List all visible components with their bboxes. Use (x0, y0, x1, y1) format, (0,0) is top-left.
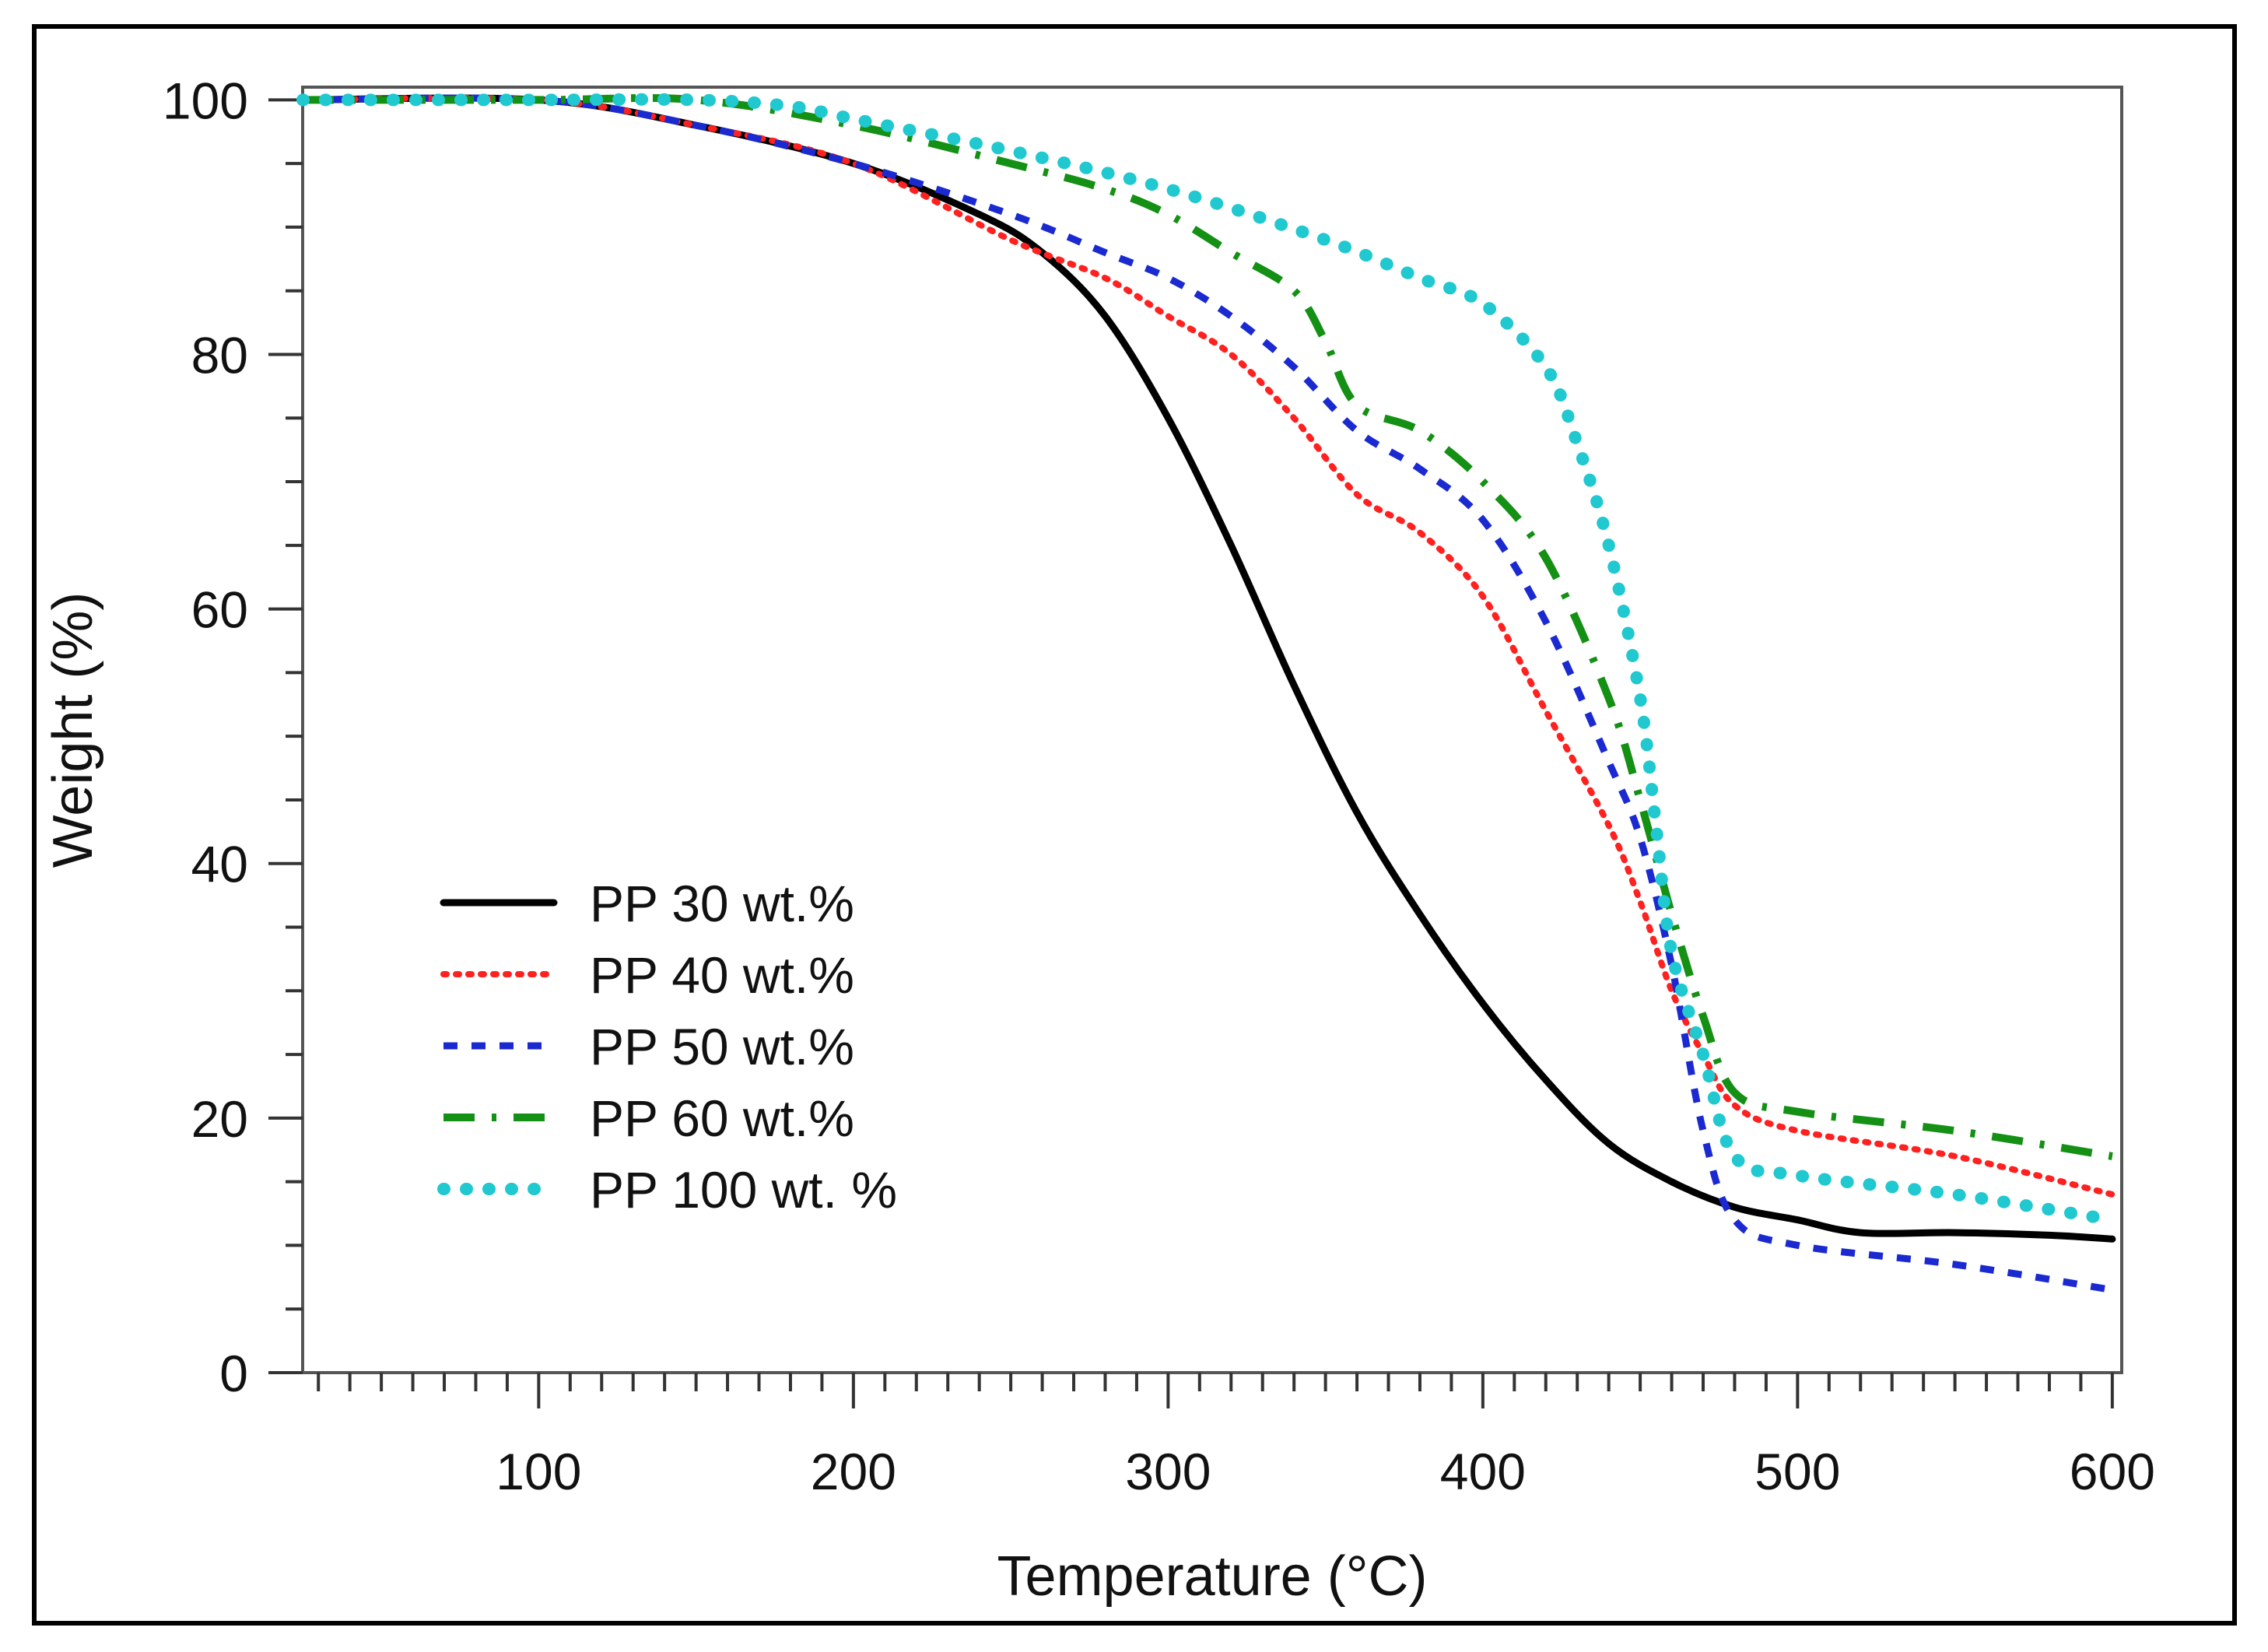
x-tick-label: 400 (1440, 1443, 1526, 1500)
y-tick-label: 0 (219, 1345, 248, 1402)
legend-label: PP 60 wt.% (590, 1089, 854, 1147)
x-tick-label: 500 (1754, 1443, 1840, 1500)
series-line (300, 94, 2116, 1198)
y-tick-label: 20 (191, 1090, 248, 1148)
x-tick-label: 200 (811, 1443, 896, 1500)
series-line (299, 94, 2116, 1243)
y-axis-label: Weight (%) (42, 592, 104, 868)
y-tick-label: 100 (163, 72, 248, 129)
series-line (296, 93, 2119, 1226)
legend-label: PP 100 wt. % (590, 1161, 897, 1219)
series-layer (296, 93, 2119, 1294)
y-tick-label: 80 (191, 326, 248, 384)
legend-label: PP 50 wt.% (590, 1018, 854, 1075)
x-tick-label: 300 (1125, 1443, 1211, 1500)
legend-label: PP 40 wt.% (590, 946, 854, 1004)
y-axis-ticks: 0 20 40 60 80 100 (163, 72, 303, 1402)
series-line (302, 93, 2113, 1160)
x-axis-label: Temperature (°C) (997, 1545, 1428, 1608)
legend: PP 30 wt.% PP 40 wt.% PP 50 wt.% PP 60 wt.%… (437, 875, 897, 1219)
legend-label: PP 30 wt.% (590, 875, 854, 932)
series-line (302, 94, 2113, 1294)
x-tick-label: 600 (2070, 1443, 2155, 1500)
y-tick-label: 40 (191, 836, 248, 893)
x-axis-ticks: 100 200 300 400 500 600 (496, 1373, 2155, 1500)
plot-area (301, 86, 2123, 1374)
y-minor-ticks (286, 162, 303, 1311)
x-tick-label: 100 (496, 1443, 581, 1500)
x-minor-ticks (317, 1373, 2083, 1391)
y-tick-label: 60 (191, 581, 248, 639)
